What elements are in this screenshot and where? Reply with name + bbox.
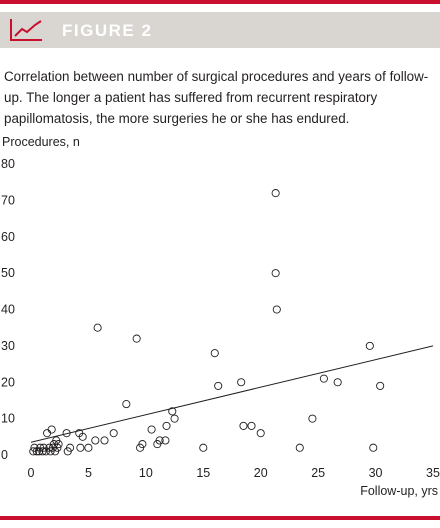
x-tick-labels: 0 5 10 15 20 25 30 35 [28, 466, 440, 480]
bottom-accent-line [0, 516, 440, 520]
x-tick-label: 10 [139, 466, 153, 480]
y-tick-label: 70 [1, 193, 15, 207]
data-point [147, 425, 156, 434]
data-point [271, 189, 280, 198]
data-point [214, 381, 223, 390]
data-point [29, 447, 38, 456]
trend-line [30, 345, 434, 443]
x-tick-label: 35 [426, 466, 440, 480]
y-tick-label: 20 [1, 375, 15, 389]
data-point [376, 381, 385, 390]
data-point [109, 429, 118, 438]
data-point [162, 421, 171, 430]
data-point [295, 443, 304, 452]
data-point [161, 436, 170, 445]
data-point [247, 421, 256, 430]
data-point [47, 425, 56, 434]
data-point [84, 443, 93, 452]
data-point [199, 443, 208, 452]
data-point [256, 429, 265, 438]
data-point [271, 269, 280, 278]
data-point [369, 443, 378, 452]
top-accent-line [0, 0, 440, 4]
x-tick-label: 30 [369, 466, 383, 480]
data-point [239, 421, 248, 430]
data-point [170, 414, 179, 423]
data-point [365, 341, 374, 350]
data-point [132, 334, 141, 343]
figure-title: FIGURE 2 [62, 21, 153, 40]
figure-header: FIGURE 2 [0, 12, 440, 48]
y-tick-label: 30 [1, 339, 15, 353]
data-point [54, 440, 63, 449]
data-point [38, 447, 47, 456]
y-tick-label: 40 [1, 303, 15, 317]
y-tick-label: 50 [1, 266, 15, 280]
y-tick-label: 80 [1, 157, 15, 171]
figure-caption: Correlation between number of surgical p… [4, 69, 429, 126]
data-point [319, 374, 328, 383]
scatter-chart: 0 10 20 30 40 50 60 70 80 0 5 10 15 20 25 30 35 Procedu… [1, 135, 440, 498]
trendline-layer [30, 345, 434, 443]
y-tick-label: 10 [1, 412, 15, 426]
data-point [333, 378, 342, 387]
data-points [29, 189, 385, 456]
data-point [78, 432, 87, 441]
x-tick-label: 15 [196, 466, 210, 480]
x-axis-title: Follow-up, yrs [360, 484, 438, 498]
y-tick-label: 60 [1, 230, 15, 244]
data-point [308, 414, 317, 423]
x-tick-label: 5 [85, 466, 92, 480]
y-tick-label: 0 [1, 448, 8, 462]
data-point [93, 323, 102, 332]
x-tick-label: 0 [28, 466, 35, 480]
data-point [168, 407, 177, 416]
data-point [76, 443, 85, 452]
data-point [53, 443, 62, 452]
data-point [237, 378, 246, 387]
data-point [122, 400, 131, 409]
data-point [91, 436, 100, 445]
y-axis-title: Procedures, n [2, 135, 80, 149]
data-point [210, 349, 219, 358]
data-point [138, 440, 147, 449]
data-point [43, 429, 52, 438]
data-point [66, 443, 75, 452]
x-tick-label: 25 [311, 466, 325, 480]
data-point [100, 436, 109, 445]
data-point [155, 436, 164, 445]
line-chart-icon [10, 19, 42, 41]
data-point [62, 429, 71, 438]
data-point [272, 305, 281, 314]
y-tick-labels: 0 10 20 30 40 50 60 70 80 [1, 157, 15, 462]
x-tick-label: 20 [254, 466, 268, 480]
